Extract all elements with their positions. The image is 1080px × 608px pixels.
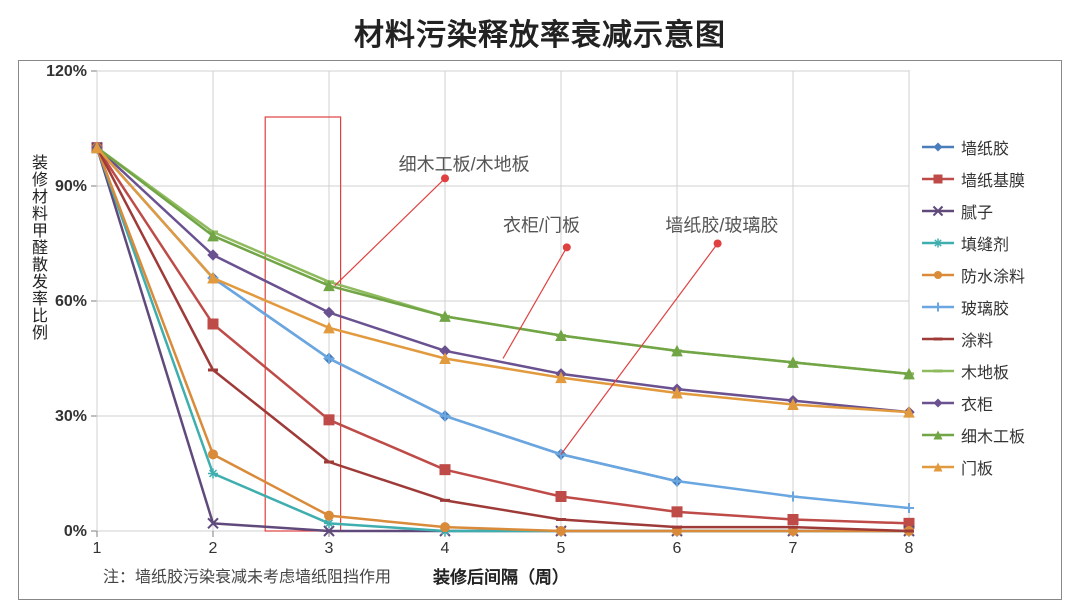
- svg-text:120%: 120%: [46, 63, 87, 80]
- svg-text:1: 1: [93, 540, 102, 557]
- svg-text:4: 4: [441, 540, 450, 557]
- svg-text:6: 6: [673, 540, 682, 557]
- series-细木工板: [92, 143, 914, 379]
- svg-text:0%: 0%: [64, 523, 87, 540]
- legend-item: 墙纸基膜: [921, 163, 1051, 195]
- legend-swatch-icon: [921, 138, 955, 156]
- legend-swatch-icon: [921, 298, 955, 316]
- legend-swatch-icon: [921, 170, 955, 188]
- legend-item: 涂料: [921, 323, 1051, 355]
- legend-item: 玻璃胶: [921, 291, 1051, 323]
- legend-label: 细木工板: [961, 423, 1025, 447]
- legend-item: 木地板: [921, 355, 1051, 387]
- svg-text:8: 8: [905, 540, 914, 557]
- chart-legend: 墙纸胶墙纸基膜腻子填缝剂防水涂料玻璃胶涂料木地板衣柜细木工板门板: [921, 131, 1051, 483]
- legend-label: 腻子: [961, 199, 993, 223]
- legend-item: 防水涂料: [921, 259, 1051, 291]
- svg-text:7: 7: [789, 540, 798, 557]
- legend-item: 填缝剂: [921, 227, 1051, 259]
- y-axis-label: 装修材料甲醛散发率比例: [25, 154, 49, 341]
- legend-label: 防水涂料: [961, 263, 1025, 287]
- legend-item: 衣柜: [921, 387, 1051, 419]
- svg-text:3: 3: [325, 540, 334, 557]
- svg-text:90%: 90%: [55, 178, 87, 195]
- legend-label: 衣柜: [961, 391, 993, 415]
- series-腻子: [92, 143, 914, 536]
- svg-text:2: 2: [209, 540, 218, 557]
- legend-swatch-icon: [921, 362, 955, 380]
- legend-swatch-icon: [921, 202, 955, 220]
- legend-swatch-icon: [921, 394, 955, 412]
- series-门板: [92, 143, 914, 418]
- svg-text:60%: 60%: [55, 293, 87, 310]
- chart-footnote: 注：墙纸胶污染衰减未考虑墙纸阻挡作用: [103, 563, 391, 587]
- legend-item: 墙纸胶: [921, 131, 1051, 163]
- legend-swatch-icon: [921, 234, 955, 252]
- legend-item: 腻子: [921, 195, 1051, 227]
- legend-label: 玻璃胶: [961, 295, 1009, 319]
- legend-swatch-icon: [921, 458, 955, 476]
- svg-text:5: 5: [557, 540, 566, 557]
- svg-text:30%: 30%: [55, 408, 87, 425]
- chart-container: 0% 30% 60% 90% 120% 1 2 3 4 5 6 7 8 细木工板/木地板衣柜/门板 墙纸胶/…: [18, 60, 1062, 600]
- legend-item: 门板: [921, 451, 1051, 483]
- annotation-label: 墙纸胶/玻璃胶: [665, 216, 778, 236]
- series-填缝剂: [92, 143, 914, 536]
- x-axis-label: 装修后间隔（周）: [433, 563, 569, 588]
- series-木地板: [92, 148, 914, 374]
- legend-label: 填缝剂: [961, 231, 1009, 255]
- page-title: 材料污染释放率衰减示意图: [0, 10, 1080, 54]
- legend-item: 细木工板: [921, 419, 1051, 451]
- legend-label: 门板: [961, 455, 993, 479]
- legend-label: 木地板: [961, 359, 1009, 383]
- decay-line-chart: 0% 30% 60% 90% 120% 1 2 3 4 5 6 7 8 细木工板/木地板衣柜/门板 墙纸胶/…: [19, 61, 1063, 601]
- legend-swatch-icon: [921, 426, 955, 444]
- legend-swatch-icon: [921, 330, 955, 348]
- series-墙纸胶: [92, 143, 682, 487]
- annotation-label: 细木工板/木地板: [399, 154, 530, 174]
- legend-label: 墙纸胶: [961, 135, 1009, 159]
- annotation-label: 衣柜/门板: [503, 216, 580, 236]
- legend-label: 墙纸基膜: [961, 167, 1025, 191]
- legend-label: 涂料: [961, 327, 993, 351]
- legend-swatch-icon: [921, 266, 955, 284]
